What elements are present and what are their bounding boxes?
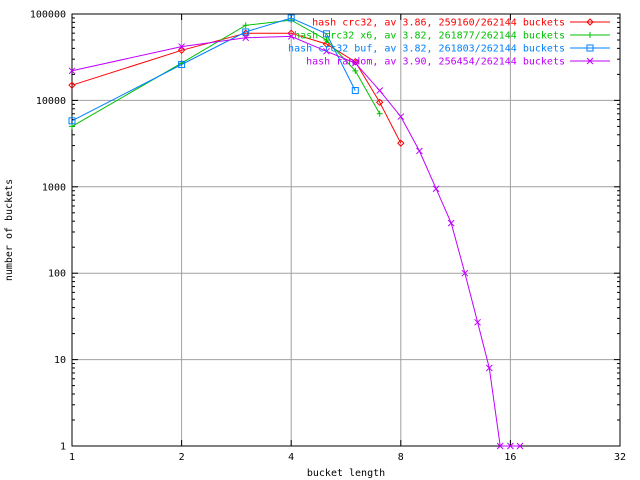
legend-label: hash crc32, av 3.86, 259160/262144 bucke… xyxy=(312,18,565,29)
data-point-diamond xyxy=(242,29,250,37)
data-point-square xyxy=(351,87,359,95)
data-point-square xyxy=(68,117,76,125)
x-tick-label: 16 xyxy=(504,452,516,463)
series-3 xyxy=(68,14,359,125)
x-tick-label: 1 xyxy=(69,452,75,463)
data-point-diamond xyxy=(177,46,186,55)
data-point-x xyxy=(376,87,384,94)
series-line xyxy=(71,17,356,122)
legend-label: hash random, av 3.90, 256454/262144 buck… xyxy=(306,57,565,68)
data-point-x xyxy=(461,269,469,277)
grid-lines xyxy=(72,14,620,446)
data-point-x xyxy=(485,364,493,372)
x-tick-label: 8 xyxy=(398,452,404,463)
x-tick-label: 4 xyxy=(288,452,294,463)
data-point-x xyxy=(474,318,481,326)
y-tick-label: 10 xyxy=(54,355,66,366)
data-point-x xyxy=(397,113,405,120)
series-group xyxy=(68,14,524,450)
data-point-square xyxy=(287,14,295,22)
data-point-x xyxy=(496,442,504,450)
y-axis-label: number of buckets xyxy=(4,179,15,281)
legend: hash crc32, av 3.86, 259160/262144 bucke… xyxy=(288,18,610,68)
series-line xyxy=(71,32,402,144)
data-point-x xyxy=(432,185,440,193)
data-point-plus xyxy=(352,67,359,74)
data-point-x xyxy=(242,34,250,42)
data-point-x xyxy=(323,47,330,55)
data-point-x xyxy=(586,57,594,65)
data-point-x xyxy=(447,219,455,227)
y-tick-label: 100000 xyxy=(30,10,66,21)
series-4 xyxy=(68,33,524,450)
y-tick-label: 1 xyxy=(60,442,66,453)
y-tick-label: 1000 xyxy=(42,182,66,193)
x-tick-label: 2 xyxy=(179,452,185,463)
x-tick-label: 32 xyxy=(614,452,626,463)
data-point-square xyxy=(242,28,250,36)
data-point-plus xyxy=(242,22,249,29)
data-point-square xyxy=(178,61,186,69)
data-point-x xyxy=(178,43,185,50)
data-point-diamond xyxy=(586,18,594,26)
legend-label: hash crc32 x6, av 3.82, 261877/262144 bu… xyxy=(294,31,565,42)
data-point-square xyxy=(586,44,594,52)
x-axis-label: bucket length xyxy=(307,468,385,479)
axis-ticks: 1 2 4 8 16 32 1 10 100 1000 10000 100000 xyxy=(30,10,626,464)
data-point-x xyxy=(416,147,423,155)
data-point-x xyxy=(287,33,295,40)
y-tick-label: 10000 xyxy=(36,96,66,107)
data-point-plus xyxy=(323,37,330,44)
data-point-diamond xyxy=(322,40,331,48)
data-point-x xyxy=(68,67,76,75)
data-point-plus xyxy=(587,32,593,38)
data-point-x xyxy=(351,59,359,67)
data-point-diamond xyxy=(68,81,76,89)
data-point-square xyxy=(322,30,330,38)
legend-label: hash crc32 buf, av 3.82, 261803/262144 b… xyxy=(288,44,565,55)
data-point-plus xyxy=(69,123,75,130)
y-tick-label: 100 xyxy=(48,269,66,280)
data-point-diamond xyxy=(397,139,405,147)
data-point-diamond xyxy=(375,98,384,107)
data-point-x xyxy=(516,442,524,450)
data-point-plus xyxy=(376,110,383,117)
plot-frame xyxy=(71,13,621,447)
data-point-x xyxy=(507,442,514,450)
series-2 xyxy=(69,17,383,130)
